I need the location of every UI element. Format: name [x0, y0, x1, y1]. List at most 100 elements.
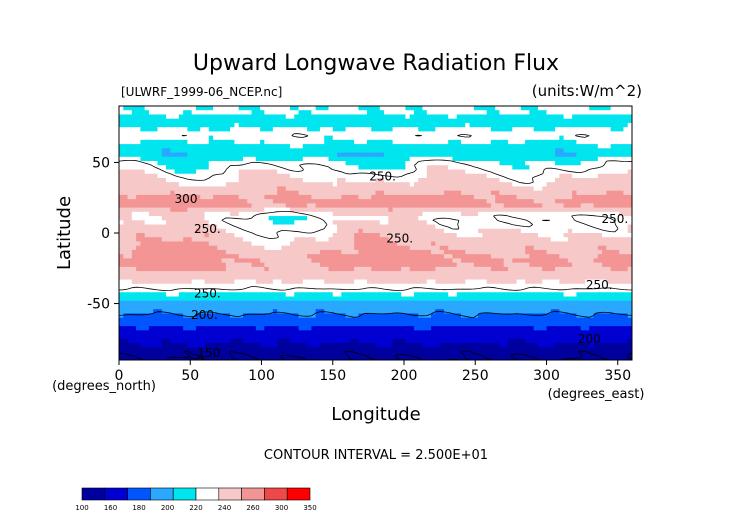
field-cell — [567, 177, 573, 183]
field-cell — [294, 169, 300, 175]
field-cell — [225, 114, 231, 120]
field-cell — [195, 279, 201, 285]
field-cell — [345, 211, 351, 217]
field-cell — [234, 118, 240, 124]
field-cell — [597, 156, 603, 162]
field-cell — [580, 194, 586, 200]
field-cell — [157, 203, 163, 209]
field-cell — [341, 266, 347, 272]
field-cell — [606, 275, 612, 281]
field-cell — [443, 199, 449, 204]
field-cell — [234, 152, 240, 158]
field-cell — [238, 207, 244, 213]
field-cell — [349, 177, 355, 183]
field-cell — [290, 271, 295, 276]
field-cell — [567, 203, 573, 209]
field-cell — [623, 262, 629, 268]
field-cell — [623, 127, 629, 132]
field-cell — [482, 173, 488, 179]
field-cell — [508, 211, 513, 217]
field-cell — [443, 228, 449, 234]
field-cell — [456, 275, 462, 281]
field-cell — [396, 139, 402, 145]
field-cell — [478, 161, 483, 166]
field-cell — [140, 224, 146, 230]
field-cell — [315, 241, 321, 247]
field-cell — [572, 110, 578, 116]
field-cell — [290, 190, 295, 196]
field-cell — [619, 194, 625, 200]
field-cell — [546, 207, 552, 213]
field-cell — [559, 216, 565, 221]
field-cell — [516, 165, 522, 171]
field-cell — [456, 139, 462, 145]
field-cell — [178, 262, 184, 268]
field-cell — [456, 169, 462, 175]
field-cell — [260, 156, 265, 162]
field-cell — [597, 190, 603, 196]
field-cell — [576, 152, 582, 158]
field-cell — [311, 127, 317, 132]
field-cell — [563, 190, 569, 196]
field-cell — [597, 186, 603, 192]
field-cell — [627, 199, 632, 204]
field-cell — [187, 207, 193, 213]
field-cell — [187, 118, 193, 124]
field-cell — [213, 203, 218, 209]
field-cell — [307, 173, 312, 179]
field-cell — [461, 139, 466, 145]
field-cell — [439, 194, 445, 200]
field-cell — [580, 135, 586, 141]
field-cell — [422, 228, 428, 234]
field-cell — [217, 199, 223, 204]
field-cell — [529, 106, 535, 111]
field-cell — [247, 245, 253, 251]
field-cell — [337, 207, 342, 213]
field-cell — [555, 237, 560, 243]
field-cell — [478, 245, 483, 251]
field-cell — [345, 279, 351, 285]
field-cell — [422, 241, 428, 247]
field-cell — [546, 114, 552, 120]
field-cell — [208, 152, 214, 158]
field-cell — [136, 271, 141, 276]
field-cell — [178, 271, 184, 276]
field-cell — [456, 165, 462, 171]
field-cell — [366, 139, 372, 145]
field-cell — [354, 118, 359, 124]
field-cell — [426, 165, 432, 171]
field-cell — [127, 199, 133, 204]
field-cell — [465, 122, 471, 128]
field-cell — [461, 182, 466, 188]
field-cell — [405, 249, 411, 255]
field-cell — [123, 135, 129, 141]
field-cell — [473, 207, 479, 213]
field-cell — [324, 165, 330, 171]
field-cell — [610, 245, 616, 251]
field-cell — [418, 139, 424, 145]
field-cell — [418, 228, 424, 234]
field-cell — [525, 165, 531, 171]
field-cell — [153, 275, 159, 281]
field-cell — [140, 173, 146, 179]
field-cell — [345, 186, 351, 192]
field-cell — [157, 182, 163, 188]
field-cell — [533, 203, 539, 209]
field-cell — [546, 216, 552, 221]
field-cell — [354, 173, 359, 179]
field-cell — [131, 241, 137, 247]
field-cell — [123, 233, 129, 238]
field-cell — [281, 135, 287, 141]
field-cell — [572, 114, 578, 120]
field-cell — [144, 207, 150, 213]
field-cell — [178, 148, 184, 154]
field-cell — [268, 266, 274, 272]
field-cell — [127, 186, 133, 192]
field-cell — [580, 237, 586, 243]
field-cell — [478, 275, 483, 281]
field-cell — [512, 245, 518, 251]
field-cell — [409, 177, 415, 183]
field-cell — [593, 156, 599, 162]
field-cell — [127, 127, 133, 132]
field-cell — [448, 194, 454, 200]
